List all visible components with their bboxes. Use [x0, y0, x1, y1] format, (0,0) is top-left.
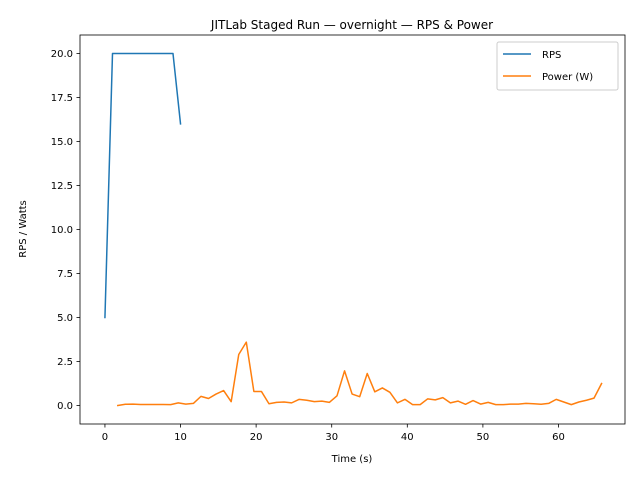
legend-label-rps: RPS: [542, 50, 561, 61]
x-tick-label: 50: [477, 432, 490, 443]
y-tick-label: 20.0: [51, 49, 73, 60]
legend: RPS Power (W): [496, 41, 619, 91]
y-tick-label: 15.0: [51, 137, 73, 148]
y-tick-label: 7.5: [57, 269, 73, 280]
series-line-rps: [104, 52, 182, 319]
y-tick-label: 0.0: [57, 401, 73, 412]
legend-label-power: Power (W): [542, 72, 593, 83]
x-tick-label: 0: [102, 432, 108, 443]
y-tick-label: 12.5: [51, 181, 73, 192]
y-tick-label: 2.5: [57, 357, 73, 368]
chart-title: JITLab Staged Run — overnight — RPS & Po…: [210, 18, 493, 32]
y-axis-label: RPS / Watts: [18, 200, 29, 257]
y-tick-label: 5.0: [57, 313, 73, 324]
x-tick-label: 20: [250, 432, 263, 443]
x-tick-label: 40: [401, 432, 414, 443]
y-tick-label: 17.5: [51, 93, 73, 104]
x-tick-label: 10: [174, 432, 187, 443]
x-tick-label: 60: [552, 432, 565, 443]
series-line-power: [116, 341, 603, 407]
y-tick-label: 10.0: [51, 225, 73, 236]
plot-area: [80, 35, 625, 424]
x-tick-label: 30: [325, 432, 338, 443]
x-axis-label: Time (s): [331, 454, 373, 465]
